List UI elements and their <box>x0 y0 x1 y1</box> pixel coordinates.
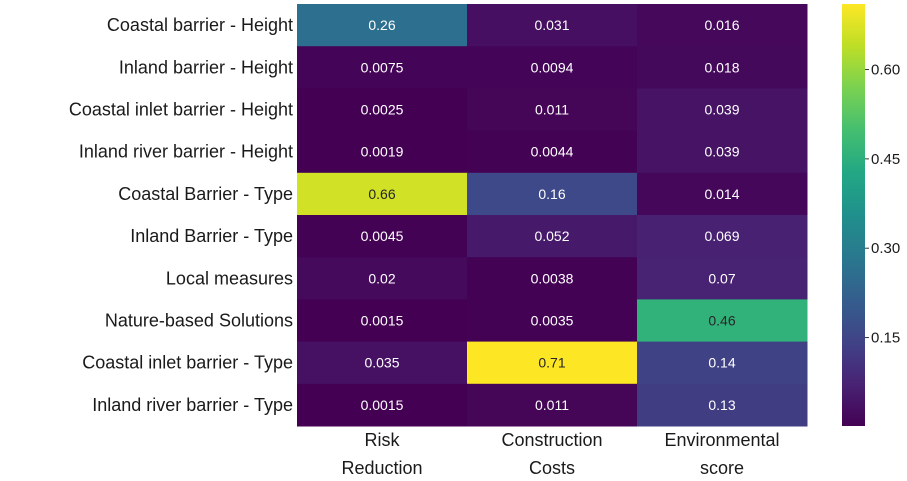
colorbar <box>842 4 865 426</box>
heatmap-cell <box>297 257 468 300</box>
heatmap-cell <box>467 46 638 89</box>
cell-value-label: 0.011 <box>535 102 569 118</box>
column-label: Environmental <box>664 430 779 450</box>
heatmap-cell <box>297 130 468 174</box>
cell-value-label: 0.0094 <box>531 59 574 75</box>
cell-value-label: 0.069 <box>704 228 739 244</box>
cell-value-label: 0.035 <box>364 355 399 371</box>
cell-value-label: 0.0019 <box>361 144 404 160</box>
heatmap-cell <box>297 383 468 427</box>
cell-value-label: 0.014 <box>704 186 739 202</box>
cell-value-label: 0.016 <box>704 17 739 33</box>
heatmap-cell <box>467 383 638 427</box>
heatmap-cell <box>637 257 808 300</box>
colorbar-tick-label: 0.30 <box>871 240 900 257</box>
colorbar-tick-label: 0.60 <box>871 62 900 79</box>
heatmap-cell <box>467 341 638 385</box>
heatmap-cell <box>467 299 638 343</box>
cell-value-label: 0.02 <box>368 270 395 286</box>
heatmap-cell <box>297 215 468 258</box>
cell-value-label: 0.14 <box>708 355 735 371</box>
cell-value-label: 0.039 <box>704 102 739 118</box>
heatmap-cell <box>467 88 638 132</box>
cell-value-label: 0.039 <box>704 144 739 160</box>
heatmap-cell <box>297 46 468 89</box>
cell-value-label: 0.0075 <box>361 59 404 75</box>
heatmap-cell <box>297 341 468 385</box>
row-label: Coastal inlet barrier - Type <box>82 353 293 373</box>
heatmap-cell <box>637 130 808 174</box>
row-label: Inland river barrier - Type <box>92 395 293 415</box>
column-label: Reduction <box>341 458 422 478</box>
cell-value-label: 0.0015 <box>361 313 404 329</box>
heatmap-cell <box>297 299 468 343</box>
row-label: Inland Barrier - Type <box>130 226 293 246</box>
cell-value-label: 0.011 <box>535 397 569 413</box>
cell-value-label: 0.46 <box>708 313 735 329</box>
heatmap-cell <box>637 172 808 216</box>
cell-value-label: 0.0015 <box>361 397 404 413</box>
row-label: Inland barrier - Height <box>119 57 293 77</box>
heatmap-cell <box>467 4 638 47</box>
cell-value-label: 0.018 <box>704 59 739 75</box>
row-label: Coastal Barrier - Type <box>118 184 293 204</box>
cell-value-label: 0.0025 <box>361 102 404 118</box>
column-label: score <box>700 458 744 478</box>
heatmap-cell <box>297 88 468 132</box>
heatmap-cell <box>637 4 808 47</box>
row-label: Local measures <box>166 268 293 288</box>
cell-value-label: 0.0044 <box>531 144 574 160</box>
column-labels: Risk Reduction Construction Costs Environmen… <box>341 430 779 478</box>
row-labels: Coastal barrier - Height Inland barrier -… <box>69 15 293 415</box>
cell-value-label: 0.052 <box>534 228 569 244</box>
colorbar-tick-label: 0.15 <box>871 330 900 347</box>
cell-value-label: 0.031 <box>534 17 569 33</box>
heatmap-cell <box>637 215 808 258</box>
cell-value-label: 0.0035 <box>531 313 574 329</box>
row-label: Nature-based Solutions <box>105 311 293 331</box>
cell-value-label: 0.07 <box>708 270 735 286</box>
heatmap-cell <box>467 257 638 300</box>
column-label: Risk <box>365 430 401 450</box>
cell-value-label: 0.26 <box>368 17 395 33</box>
row-label: Inland river barrier - Height <box>79 142 293 162</box>
cell-value-label: 0.13 <box>708 397 735 413</box>
heatmap-cell <box>637 88 808 132</box>
colorbar-tick-label: 0.45 <box>871 151 900 168</box>
heatmap-cell <box>637 299 808 343</box>
heatmap-cell <box>637 46 808 89</box>
heatmap-cell <box>297 4 468 47</box>
cell-value-label: 0.16 <box>538 186 565 202</box>
colorbar-ticks: 0.15 0.30 0.45 0.60 <box>865 62 900 347</box>
heatmap-cells <box>297 4 808 427</box>
heatmap-cell <box>467 215 638 258</box>
column-label: Costs <box>529 458 575 478</box>
cell-value-label: 0.0038 <box>531 270 574 286</box>
heatmap-cell <box>637 341 808 385</box>
cell-value-label: 0.71 <box>538 355 565 371</box>
cell-value-label: 0.66 <box>368 186 395 202</box>
heatmap-cell <box>297 172 468 216</box>
row-label: Coastal barrier - Height <box>107 15 293 35</box>
heatmap-cell <box>467 130 638 174</box>
heatmap-cell-labels: 0.26 0.031 0.016 0.0075 0.0094 0.018 0.0025 0.0… <box>361 17 740 413</box>
heatmap-cell <box>467 172 638 216</box>
cell-value-label: 0.0045 <box>361 228 404 244</box>
row-label: Coastal inlet barrier - Height <box>69 100 293 120</box>
column-label: Construction <box>501 430 602 450</box>
heatmap-cell <box>637 383 808 427</box>
